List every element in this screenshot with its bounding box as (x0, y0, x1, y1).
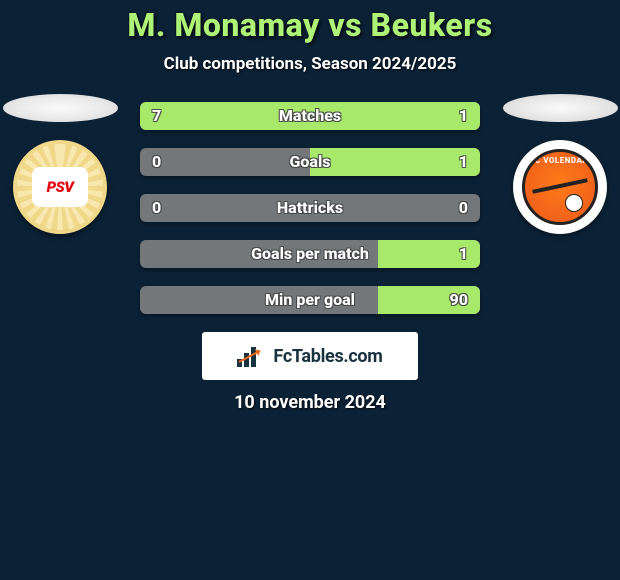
fctables-icon (237, 345, 267, 367)
player-silhouette-base-right (503, 94, 618, 122)
club-logo-right: FC VOLENDAM (513, 140, 607, 234)
stat-value-right: 1 (459, 148, 468, 176)
stat-value-right: 1 (459, 240, 468, 268)
stat-bars: Matches71Goals01Hattricks00Goals per mat… (140, 100, 480, 314)
stat-value-left: 7 (152, 102, 161, 130)
stat-label: Matches (140, 102, 480, 130)
stat-row: Min per goal90 (140, 286, 480, 314)
stat-value-left: 0 (152, 148, 161, 176)
infographic-root: M. Monamay vs Beukers Club competitions,… (0, 0, 620, 413)
stat-row: Matches7 1 (140, 102, 480, 130)
club-logo-left: PSV (13, 140, 107, 234)
subtitle: Club competitions, Season 2024/2025 (0, 54, 620, 74)
player-right: FC VOLENDAM (500, 94, 620, 234)
stat-value-right: 1 (459, 102, 468, 130)
stat-label: Goals per match (140, 240, 480, 268)
stat-value-right: 90 (450, 286, 468, 314)
player-silhouette-base-left (3, 94, 118, 122)
branding-text: FcTables.com (273, 346, 382, 367)
soccer-ball-icon (565, 194, 583, 212)
stat-value-left: 0 (152, 194, 161, 222)
stat-label: Goals (140, 148, 480, 176)
date-label: 10 november 2024 (0, 392, 620, 413)
stat-label: Min per goal (140, 286, 480, 314)
branding-box: FcTables.com (202, 332, 418, 380)
page-title: M. Monamay vs Beukers (0, 6, 620, 44)
stat-row: Hattricks0 0 (140, 194, 480, 222)
stat-value-right: 0 (459, 194, 468, 222)
content-area: PSV FC VOLENDAM Matches71Goals01Hattrick… (0, 100, 620, 413)
club-logo-right-shield: FC VOLENDAM (522, 149, 598, 225)
club-logo-right-ring-text: FC VOLENDAM (525, 156, 595, 165)
stat-row: Goals0 1 (140, 148, 480, 176)
stat-row: Goals per match1 (140, 240, 480, 268)
player-left: PSV (0, 94, 120, 234)
club-logo-left-text: PSV (32, 167, 88, 207)
stat-label: Hattricks (140, 194, 480, 222)
